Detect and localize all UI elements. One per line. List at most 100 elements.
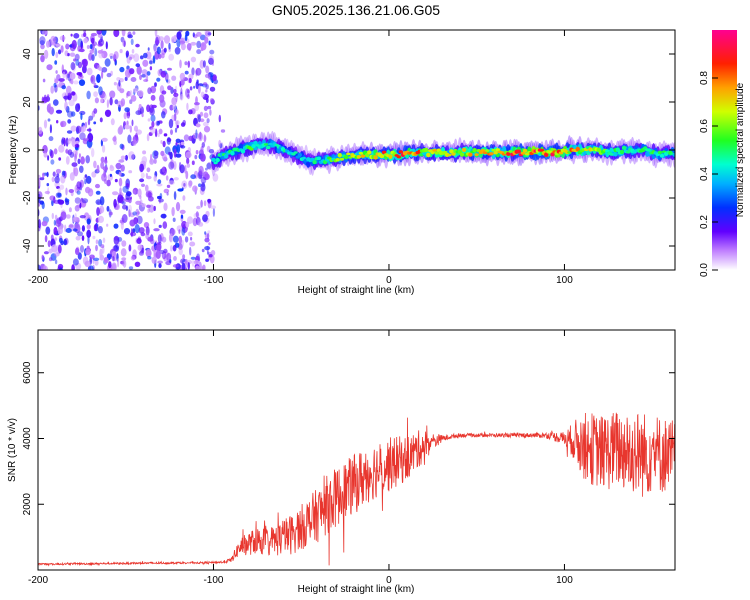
heatmap-ridge-cell	[360, 154, 366, 158]
heatmap-noise-speck	[150, 153, 153, 163]
heatmap-noise-speck	[60, 45, 64, 53]
heatmap-ridge-cell	[619, 149, 625, 155]
heatmap-noise-speck	[168, 161, 175, 170]
heatmap-noise-speck	[141, 203, 146, 208]
heatmap-noise-speck	[79, 202, 82, 209]
heatmap-noise-speck	[153, 43, 157, 52]
heatmap-noise-speck	[120, 155, 126, 160]
heatmap-noise-speck	[186, 43, 192, 51]
heatmap-noise-speck	[44, 190, 51, 195]
heatmap-noise-speck	[178, 235, 183, 245]
heatmap-noise-speck	[109, 211, 113, 216]
heatmap-noise-speck	[134, 224, 140, 234]
heatmap-noise-speck	[166, 79, 169, 83]
heatmap-noise-speck	[145, 73, 149, 82]
heatmap-noise-speck	[182, 254, 186, 259]
heatmap-noise-speck	[38, 264, 41, 270]
heatmap-noise-speck	[179, 37, 185, 46]
heatmap-ridge-cell	[388, 154, 393, 159]
heatmap-noise-speck	[122, 185, 129, 193]
heatmap-noise-speck	[165, 260, 172, 266]
heatmap-noise-speck	[168, 180, 175, 185]
heatmap-x-tick-label: 0	[386, 275, 392, 286]
heatmap-ridge-cell	[358, 151, 364, 155]
heatmap-noise-speck	[69, 172, 75, 181]
heatmap-ridge-cell	[293, 151, 298, 154]
heatmap-ridge-cell	[539, 148, 545, 152]
heatmap-ridge-cell	[266, 145, 271, 150]
heatmap-noise-speck	[119, 187, 122, 195]
heatmap-noise-speck	[74, 197, 81, 204]
heatmap-noise-speck	[198, 132, 203, 142]
heatmap-noise-speck	[220, 129, 226, 133]
heatmap-noise-speck	[147, 118, 151, 122]
heatmap-noise-speck	[87, 118, 91, 126]
heatmap-noise-speck	[61, 85, 66, 90]
heatmap-noise-speck	[70, 78, 74, 85]
heatmap-noise-speck	[125, 154, 128, 161]
heatmap-noise-speck	[72, 217, 76, 223]
heatmap-noise-speck	[93, 91, 98, 98]
heatmap-noise-speck	[89, 49, 95, 54]
heatmap-noise-speck	[193, 260, 200, 265]
heatmap-ridge-cell	[493, 151, 498, 155]
heatmap-ridge-cell	[485, 149, 490, 152]
heatmap-noise-speck	[82, 65, 87, 74]
snr-x-tick-label: 0	[386, 575, 392, 586]
heatmap-noise-speck	[180, 145, 186, 149]
heatmap-ridge-cell	[474, 153, 479, 157]
heatmap-noise-speck	[95, 244, 98, 252]
heatmap-noise-speck	[66, 73, 70, 79]
snr-plot-area	[38, 330, 675, 570]
heatmap-noise-speck	[128, 54, 135, 59]
heatmap-noise-speck	[86, 45, 90, 49]
heatmap-noise-speck	[93, 108, 98, 114]
heatmap-noise-speck	[123, 40, 126, 48]
heatmap-noise-speck	[75, 149, 79, 156]
heatmap-noise-speck	[152, 55, 156, 64]
heatmap-noise-speck	[119, 49, 123, 54]
heatmap-noise-speck	[71, 264, 75, 270]
heatmap-noise-speck	[130, 95, 137, 102]
heatmap-noise-speck	[41, 220, 48, 227]
heatmap-noise-speck	[154, 244, 161, 251]
heatmap-noise-speck	[205, 89, 208, 93]
heatmap-noise-speck	[95, 183, 100, 189]
heatmap-noise-speck	[65, 228, 72, 233]
heatmap-noise-speck	[188, 135, 194, 141]
heatmap-noise-speck	[209, 86, 216, 92]
heatmap-noise-speck	[67, 119, 72, 124]
heatmap-noise-speck	[196, 79, 199, 84]
heatmap-noise-speck	[139, 178, 145, 183]
heatmap-noise-speck	[69, 52, 76, 57]
heatmap-noise-speck	[121, 260, 125, 266]
heatmap-noise-speck	[209, 49, 215, 55]
heatmap-noise-speck	[116, 77, 121, 81]
heatmap-noise-speck	[93, 224, 98, 232]
heatmap-noise-speck	[42, 144, 48, 154]
heatmap-noise-speck	[109, 165, 115, 172]
heatmap-noise-speck	[135, 110, 142, 116]
heatmap-noise-speck	[184, 70, 189, 75]
heatmap-noise-speck	[161, 90, 167, 95]
heatmap-noise-speck	[94, 259, 99, 266]
heatmap-noise-speck	[78, 48, 85, 53]
heatmap-noise-speck	[173, 191, 177, 200]
heatmap-noise-speck	[53, 252, 60, 257]
heatmap-noise-speck	[60, 211, 67, 221]
heatmap-noise-speck	[208, 149, 215, 154]
heatmap-noise-speck	[204, 246, 211, 251]
heatmap-noise-speck	[109, 253, 112, 260]
heatmap-noise-speck	[153, 154, 159, 159]
heatmap-noise-speck	[176, 38, 181, 48]
heatmap-ridge-cell	[482, 151, 488, 155]
heatmap-noise-speck	[178, 161, 182, 171]
heatmap-noise-speck	[39, 177, 45, 181]
heatmap-noise-speck	[187, 262, 190, 270]
heatmap-noise-speck	[74, 153, 77, 163]
heatmap-noise-speck	[51, 244, 58, 253]
heatmap-noise-speck	[170, 159, 175, 169]
heatmap-noise-speck	[174, 127, 178, 133]
heatmap-noise-speck	[174, 109, 179, 115]
